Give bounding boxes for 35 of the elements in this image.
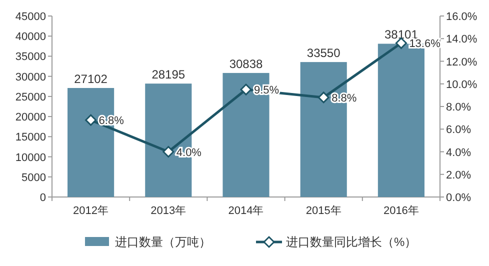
y2-tick-label: 16.0% xyxy=(446,11,478,23)
y-tick-label: 0 xyxy=(40,192,46,204)
point xyxy=(85,114,97,126)
data-label: 9.5% xyxy=(254,84,280,97)
data-label: 27102 xyxy=(74,72,108,86)
y2-tick-label: 12.0% xyxy=(446,56,478,68)
y2-tick-label: 0.0% xyxy=(446,192,472,204)
y2-tick-label: 4.0% xyxy=(446,146,472,159)
point xyxy=(162,146,174,158)
data-label: 33550 xyxy=(306,46,341,60)
y-tick-label: 40000 xyxy=(15,31,46,44)
x-tick-label: 2012年 xyxy=(73,205,109,217)
y2-tick-label: 6.0% xyxy=(446,124,472,136)
data-label: 30838 xyxy=(229,56,264,71)
y-tick-label: 15000 xyxy=(15,132,46,144)
legend-label: 进口数量同比增长（%） xyxy=(286,235,417,249)
y-tick-label: 45000 xyxy=(15,11,46,23)
y2-tick-label: 8.0% xyxy=(446,102,472,114)
x-tick-label: 2014年 xyxy=(228,205,264,217)
point xyxy=(240,84,252,96)
y2-tick-label: 2.0% xyxy=(446,169,472,182)
y-tick-label: 20000 xyxy=(15,112,46,124)
x-tick-label: 2015年 xyxy=(306,205,342,217)
y-tick-label: 10000 xyxy=(15,152,46,164)
y-tick-label: 25000 xyxy=(15,91,46,104)
x-tick-label: 2016年 xyxy=(383,205,419,217)
y2-tick-label: 14.0% xyxy=(446,34,478,46)
y-tick-label: 5000 xyxy=(22,172,46,184)
x-tick-label: 2013年 xyxy=(150,205,186,217)
y-tick-label: 35000 xyxy=(15,51,46,64)
point xyxy=(318,92,330,104)
data-label: 28195 xyxy=(152,68,186,82)
legend-label: 进口数量（万吨） xyxy=(115,235,211,249)
y-tick-label: 30000 xyxy=(15,71,46,84)
y2-tick-label: 10.0% xyxy=(446,78,478,91)
